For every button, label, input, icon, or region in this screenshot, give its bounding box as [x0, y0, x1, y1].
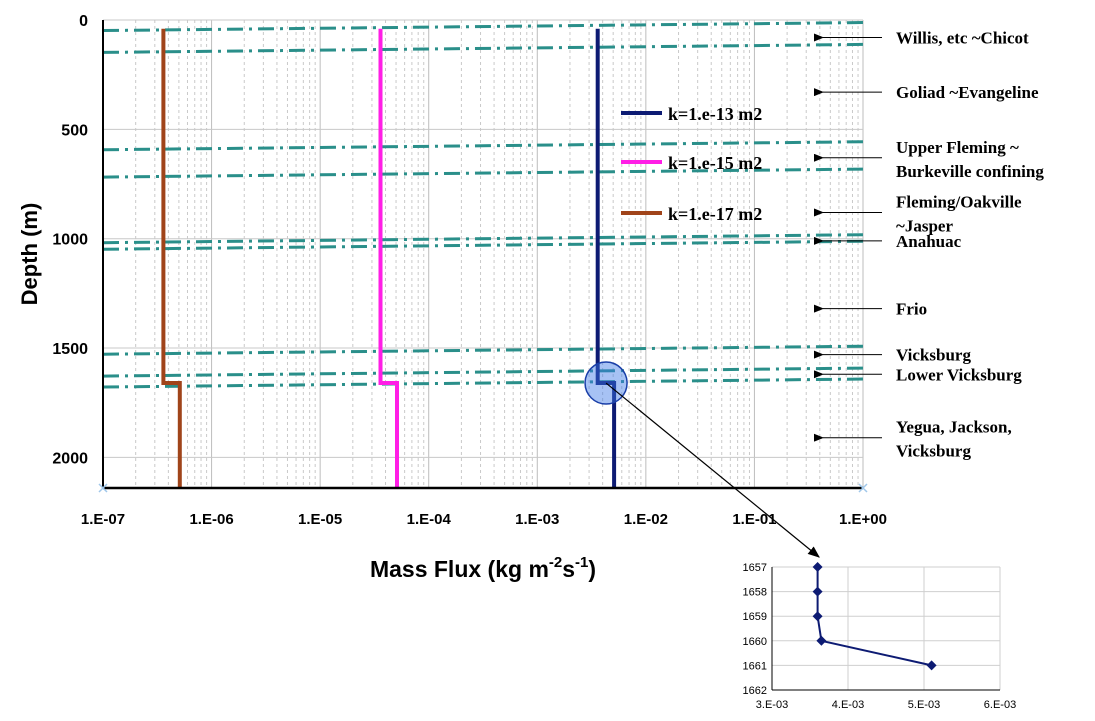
inset-x-tick-label: 5.E-03	[908, 699, 940, 711]
annotation-label: Goliad ~Evangeline	[896, 83, 1039, 102]
legend-label-2: k=1.e-15 m2	[668, 153, 762, 173]
inset-marker-diamond	[812, 586, 823, 597]
annotation-label: Fleming/Oakville	[896, 192, 1022, 211]
series-group	[161, 28, 617, 488]
inset-y-tick-label: 1660	[743, 636, 767, 648]
axis-end-marker	[98, 483, 108, 493]
x-axis-title-part: -2	[549, 554, 562, 571]
annotation-label: Anahuac	[896, 232, 962, 251]
formation-boundary-line	[102, 42, 864, 54]
x-tick-label: 1.E-04	[407, 511, 452, 528]
annotation-label: Willis, etc ~Chicot	[896, 28, 1029, 47]
series-line-1	[595, 28, 617, 488]
y-tick-label: 1500	[52, 341, 88, 358]
legend-label-1: k=1.e-13 m2	[668, 104, 762, 124]
formation-boundary-line	[102, 233, 864, 245]
axis-end-marker	[858, 483, 868, 493]
x-tick-label: 1.E-03	[515, 511, 559, 528]
annotation-label: Lower Vicksburg	[896, 365, 1022, 384]
formation-boundary-line	[102, 140, 864, 152]
inset-x-tick-label: 6.E-03	[984, 699, 1016, 711]
x-axis-title: Mass Flux (kg m-2s-1)	[370, 554, 596, 582]
series-line-2	[378, 28, 399, 488]
formation-boundary-line	[102, 239, 864, 251]
x-tick-label: 1.E-05	[298, 511, 342, 528]
formation-boundaries	[102, 21, 864, 389]
annotation-label: Upper Fleming ~	[896, 138, 1019, 157]
inset-x-tick-label: 4.E-03	[832, 699, 864, 711]
formation-boundary-line	[102, 366, 864, 378]
inset-marker-diamond	[926, 660, 937, 671]
y-tick-label: 500	[61, 122, 88, 139]
formation-boundary-line	[102, 344, 864, 356]
x-tick-label: 1.E-06	[189, 511, 233, 528]
y-axis-title: Depth (m)	[17, 203, 42, 306]
annotation-label: ~Jasper	[896, 216, 953, 235]
annotation-label: Frio	[896, 300, 927, 319]
inset-marker-diamond	[812, 611, 823, 622]
inset-y-tick-label: 1658	[743, 587, 767, 599]
main-chart: 1.E-07 1.E-06 1.E-05 1.E-04 1.E-03 1.E-02 1.E-…	[17, 13, 1044, 582]
x-axis-title-part: s	[562, 556, 575, 582]
zoom-connector	[605, 382, 820, 558]
legend: k=1.e-13 m2 k=1.e-15 m2 k=1.e-17 m2	[621, 104, 762, 224]
x-tick-label: 1.E-02	[624, 511, 668, 528]
y-tick-label: 2000	[52, 450, 88, 467]
inset-chart: 1657 1658 1659 1660 1661 1662 3.E-03 4.E-03 5.E-…	[743, 562, 1016, 711]
annotation-label: Burkeville confining	[896, 162, 1044, 181]
y-tick-label: 0	[79, 13, 88, 30]
formation-boundary-line	[102, 167, 864, 179]
inset-x-tick-label: 3.E-03	[756, 699, 788, 711]
inset-plot-area	[772, 567, 1000, 690]
legend-label-3: k=1.e-17 m2	[668, 204, 762, 224]
x-axis-title-part: Mass Flux (kg m	[370, 556, 549, 582]
inset-y-tick-label: 1661	[743, 660, 767, 672]
x-axis-title-part: -1	[575, 554, 588, 571]
inset-marker-diamond	[812, 562, 823, 572]
series-line-3	[161, 28, 182, 488]
inset-y-tick-label: 1657	[743, 562, 767, 574]
y-tick-label: 1000	[52, 232, 88, 249]
x-tick-label: 1.E-07	[81, 511, 125, 528]
inset-y-tick-label: 1662	[743, 685, 767, 697]
inset-marker-diamond	[816, 635, 827, 646]
inset-y-tick-label: 1659	[743, 611, 767, 623]
annotation-label: Vicksburg	[896, 346, 971, 365]
formation-boundary-line	[102, 21, 864, 33]
x-axis-title-part: )	[588, 556, 596, 582]
annotations: Willis, etc ~Chicot Goliad ~Evangeline Upp…	[814, 28, 1044, 461]
zoom-connector-arrow	[605, 382, 820, 558]
x-tick-label: 1.E-01	[732, 511, 776, 528]
x-tick-label: 1.E+00	[839, 511, 887, 528]
annotation-label: Yegua, Jackson,	[896, 418, 1012, 437]
formation-boundary-line	[102, 377, 864, 389]
grid	[102, 19, 864, 488]
annotation-label: Vicksburg	[896, 442, 971, 461]
